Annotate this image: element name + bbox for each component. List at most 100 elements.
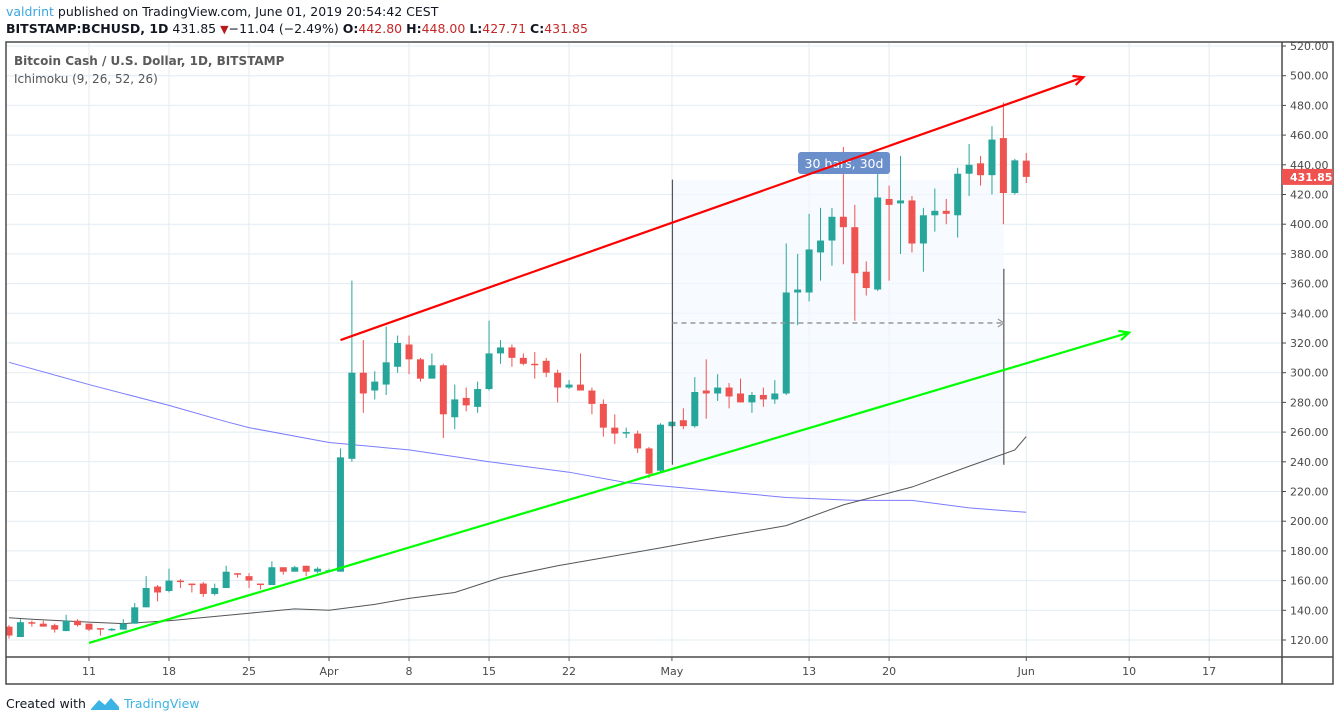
x-tick-label: 20 — [882, 665, 896, 678]
candle — [508, 344, 516, 367]
candle-body — [416, 359, 424, 379]
candle — [165, 568, 173, 593]
candle-body — [428, 365, 436, 379]
candle — [336, 448, 344, 572]
candle-body — [771, 393, 779, 400]
candle-body — [119, 623, 127, 630]
ichimoku-lines — [8, 361, 1027, 625]
candle — [531, 351, 539, 379]
candle-body — [371, 381, 379, 391]
x-tick-label: May — [661, 665, 684, 678]
x-tick-label: 25 — [242, 665, 256, 678]
candle — [622, 427, 630, 439]
candle — [828, 207, 836, 266]
candle-body — [405, 344, 413, 360]
last-price-badge — [1282, 168, 1333, 185]
x-tick-label: 13 — [802, 665, 816, 678]
tradingview-link[interactable]: TradingView — [123, 695, 200, 711]
candle-body — [691, 392, 699, 427]
last-price-label: 431.85 — [1290, 171, 1332, 184]
candle-body — [245, 576, 253, 581]
candle-body — [759, 394, 767, 400]
y-tick-label: 400.00 — [1290, 218, 1329, 231]
candles — [5, 102, 1030, 639]
candle — [16, 619, 24, 638]
range-label: 30 bars, 30d — [805, 156, 884, 171]
trendline[interactable] — [88, 331, 1130, 645]
candle-body — [531, 363, 539, 366]
candle — [5, 625, 13, 639]
trendline[interactable] — [340, 76, 1084, 342]
candle-body — [462, 397, 470, 406]
y-tick-label: 320.00 — [1290, 337, 1329, 350]
y-tick-label: 380.00 — [1290, 248, 1329, 261]
range-arrowhead-icon — [997, 318, 1005, 328]
candle-body — [279, 567, 287, 572]
candle-body — [954, 173, 962, 216]
author-link[interactable]: valdrint — [6, 4, 54, 19]
candle-body — [919, 215, 927, 244]
candle-body — [314, 568, 322, 572]
candle-body — [382, 362, 390, 385]
candle-body — [634, 433, 642, 449]
candle — [371, 371, 379, 400]
y-tick-label: 260.00 — [1290, 426, 1329, 439]
candle-body — [737, 393, 745, 403]
last-price: 431.85 — [172, 21, 217, 36]
candle-body — [85, 623, 93, 630]
candle-body — [62, 620, 70, 632]
candle-body — [748, 394, 756, 403]
candle — [794, 253, 802, 326]
x-tick-label: 8 — [406, 665, 413, 678]
x-tick-label: 17 — [1202, 665, 1216, 678]
y-tick-label: 340.00 — [1290, 307, 1329, 320]
candle — [62, 614, 70, 632]
candle-body — [176, 580, 184, 583]
candle-body — [897, 200, 905, 204]
open-label: O: — [342, 21, 359, 36]
grid — [6, 42, 1282, 657]
candle — [737, 378, 745, 403]
high-value: 448.00 — [421, 21, 466, 36]
candle — [154, 585, 162, 602]
high-label: H: — [406, 21, 422, 36]
x-tick-label: 18 — [162, 665, 176, 678]
candle — [108, 628, 116, 632]
candle-body — [74, 620, 82, 626]
candle — [314, 567, 322, 574]
candle — [96, 628, 104, 636]
x-tick-label: 15 — [482, 665, 496, 678]
candle — [874, 164, 882, 292]
candle-body — [931, 210, 939, 216]
y-tick-label: 500.00 — [1290, 70, 1329, 83]
candle — [85, 623, 93, 632]
candle — [679, 408, 687, 430]
candle-body — [234, 573, 242, 575]
candle-body — [942, 210, 950, 214]
legend-indicator[interactable]: Ichimoku (9, 26, 52, 26) — [14, 72, 158, 86]
candle-body — [679, 420, 687, 427]
candle-body — [394, 343, 402, 367]
candle-body — [794, 289, 802, 293]
candle-body — [96, 628, 104, 630]
candle-body — [451, 399, 459, 418]
price-change: −11.04 (−2.49%) — [228, 21, 339, 36]
candle — [759, 387, 767, 407]
triangle-down-icon: ▼ — [220, 23, 229, 36]
candle — [439, 363, 447, 439]
candle — [485, 320, 493, 391]
candle-body — [5, 626, 13, 636]
trendlines[interactable] — [88, 74, 1132, 645]
candle-body — [142, 588, 150, 608]
candle-body — [885, 198, 893, 205]
candle — [245, 573, 253, 589]
y-tick-label: 460.00 — [1290, 129, 1329, 142]
candle — [451, 384, 459, 430]
candle — [588, 387, 596, 415]
candle-body — [291, 567, 299, 572]
candle — [416, 357, 424, 382]
candle — [965, 144, 973, 196]
legend-title: Bitcoin Cash / U.S. Dollar, 1D, BITSTAMP — [14, 54, 285, 68]
symbol: BITSTAMP:BCHUSD, 1D — [6, 21, 169, 36]
